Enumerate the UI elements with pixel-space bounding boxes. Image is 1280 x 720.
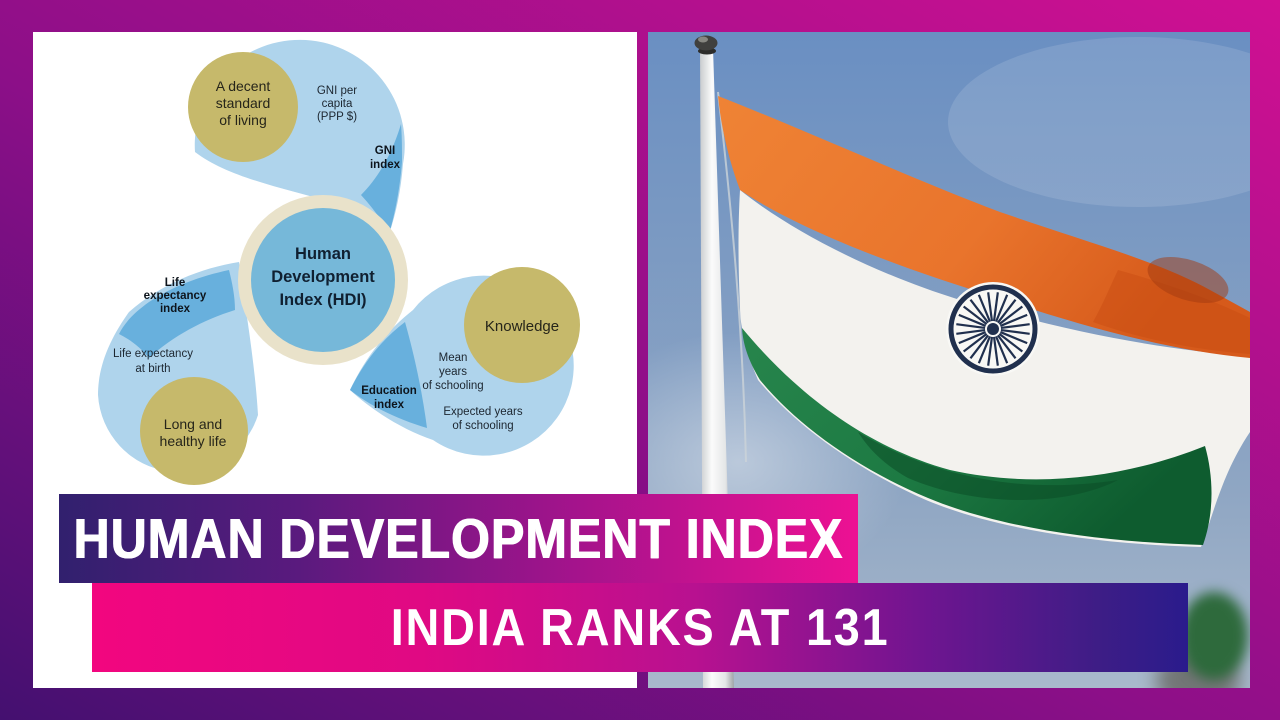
indicator-label-line: years	[439, 366, 467, 378]
dimension-label-line: A decent	[216, 78, 271, 94]
dimension-blob-knowledge: Knowledge Mean years of schooling Expect…	[350, 267, 580, 456]
green-fold-shadow	[858, 432, 1118, 500]
indicator-label-line: GNI per	[317, 85, 357, 97]
indicator-label-line: at birth	[135, 363, 170, 375]
olive-circle-standard-of-living	[188, 52, 298, 162]
saffron-fly-shadow	[1147, 256, 1229, 304]
olive-circle-healthy-life	[140, 377, 248, 485]
dimension-label-line: Knowledge	[485, 318, 559, 335]
index-label-line: index	[374, 399, 405, 411]
index-label-line: index	[160, 303, 191, 315]
flag-green-band	[742, 328, 1212, 545]
halyard-rope	[717, 91, 747, 463]
index-label-line: Life	[165, 277, 185, 289]
chakra-spokes	[956, 292, 1030, 366]
chakra-hub	[987, 323, 999, 335]
dimension-label-line: healthy life	[160, 433, 227, 449]
dimension-blob-healthy-life: Life expectancy index Life expectancy at…	[98, 262, 258, 485]
indian-flag	[718, 96, 1250, 547]
ashoka-chakra	[946, 282, 1040, 376]
hub-title-line: Development	[271, 268, 375, 286]
indicator-label-line: Life expectancy	[113, 348, 193, 360]
headline-text: HUMAN DEVELOPMENT INDEX	[73, 506, 844, 571]
olive-circle-knowledge	[464, 267, 580, 383]
flag-saffron-band	[718, 96, 1250, 358]
hub-title-line: Index (HDI)	[279, 291, 366, 309]
dimension-blob-standard-of-living: A decent standard of living GNI per capi…	[188, 39, 405, 234]
hub-title-line: Human	[295, 245, 351, 263]
hub-circle	[251, 208, 395, 352]
indicator-label-line: of schooling	[422, 380, 483, 392]
dimension-label-line: of living	[219, 112, 266, 128]
index-label-line: expectancy	[144, 290, 207, 302]
indicator-label-line: capita	[322, 98, 353, 110]
index-label-line: GNI	[375, 145, 395, 157]
headline-banner: HUMAN DEVELOPMENT INDEX	[59, 494, 858, 583]
dimension-label-line: standard	[216, 95, 270, 111]
gni-index-wedge	[361, 124, 402, 234]
dimension-label-line: Long and	[164, 416, 222, 432]
pole-finial	[694, 35, 718, 55]
hdi-hub: Human Development Index (HDI)	[238, 195, 408, 365]
indicator-label-line: of schooling	[452, 420, 513, 432]
index-label-line: Education	[361, 385, 417, 397]
cloud-wisp	[948, 37, 1250, 207]
saffron-fold-shadow	[1093, 270, 1250, 354]
hdi-diagram-figure: A decent standard of living GNI per capi…	[98, 39, 580, 485]
subheadline-banner: INDIA RANKS AT 131	[92, 583, 1188, 672]
index-label-line: index	[370, 159, 401, 171]
indicator-label-line: Expected years	[443, 406, 523, 418]
life-expectancy-index-wedge	[119, 270, 235, 358]
subheadline-text: INDIA RANKS AT 131	[390, 598, 890, 657]
indicator-label-line: (PPP $)	[317, 111, 357, 123]
chakra-rim	[948, 284, 1038, 374]
indicator-label-line: Mean	[439, 352, 468, 364]
education-index-wedge	[350, 322, 427, 428]
